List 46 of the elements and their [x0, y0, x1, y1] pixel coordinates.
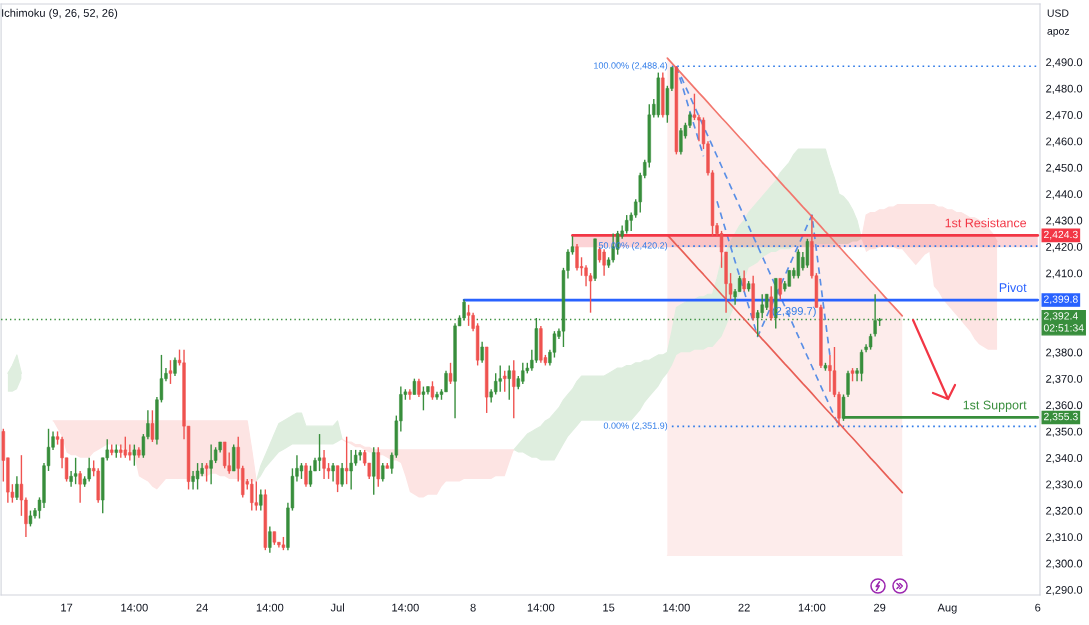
y-tick-label: 2,490.0	[1046, 58, 1083, 68]
x-tick-label: 14:00	[392, 603, 419, 612]
x-tick-label: 14:00	[798, 603, 826, 612]
x-tick-label: Jul	[330, 603, 344, 612]
y-tick-label: 2,480.0	[1046, 84, 1083, 94]
x-tick-label: 14:00	[256, 603, 284, 612]
data-label: 2,424.3	[1043, 230, 1078, 240]
y-tick-label: 2,450.0	[1046, 163, 1083, 174]
y-tick-label: 2,430.0	[1046, 216, 1083, 226]
x-tick-label: 22	[738, 603, 750, 612]
series-label: 1st Support	[963, 400, 1027, 412]
x-tick-label: 29	[874, 603, 886, 612]
y-tick-label: 2,470.0	[1046, 111, 1083, 121]
y-tick-label: 2,320.0	[1046, 506, 1083, 517]
series-label: 1st Resistance	[945, 218, 1027, 228]
chart-title: Ichimoku (9, 26, 52, 26)	[2, 8, 118, 20]
ref-line-label: 2,392.4 02:51:34	[1043, 312, 1084, 332]
y-tick-label: 2,300.0	[1046, 559, 1083, 569]
data-label: 100.00% (2,488.4)	[594, 62, 668, 71]
x-tick-label: 6	[1035, 603, 1041, 612]
x-tick-label: 14:00	[527, 603, 555, 612]
y-tick-label: 2,440.0	[1046, 190, 1083, 200]
x-tick-label: 14:00	[121, 603, 148, 612]
y-tick-label: 2,360.0	[1046, 401, 1083, 411]
data-label: 2,355.3	[1043, 412, 1078, 422]
y-tick-label: 2,370.0	[1046, 374, 1083, 385]
x-tick-label: Aug	[937, 603, 957, 614]
y-tick-label: 2,340.0	[1046, 454, 1083, 464]
y-tick-label: 2,310.0	[1046, 533, 1083, 543]
data-label: 0.00% (2,351.9)	[603, 422, 668, 431]
x-tick-label: 8	[470, 603, 476, 612]
y-tick-label: 2,420.0	[1046, 243, 1083, 253]
series-label: Pivot	[999, 282, 1027, 292]
x-tick-label: 24	[196, 603, 208, 612]
y-tick-label: 2,460.0	[1046, 137, 1083, 147]
y-tick-label: 2,290.0	[1046, 585, 1083, 596]
x-tick-label: 14:00	[663, 603, 690, 612]
text: apoz	[1047, 29, 1070, 37]
y-tick-label: 2,330.0	[1046, 480, 1083, 490]
y-tick-label: 2,410.0	[1046, 269, 1083, 279]
x-tick-label: 17	[61, 603, 73, 612]
y-tick-label: 2,350.0	[1046, 427, 1083, 437]
y-tick-label: 2,380.0	[1046, 348, 1083, 358]
y-axis-title: USD	[1047, 9, 1069, 17]
data-label: 2,399.8	[1043, 295, 1078, 305]
x-tick-label: 15	[603, 603, 615, 612]
